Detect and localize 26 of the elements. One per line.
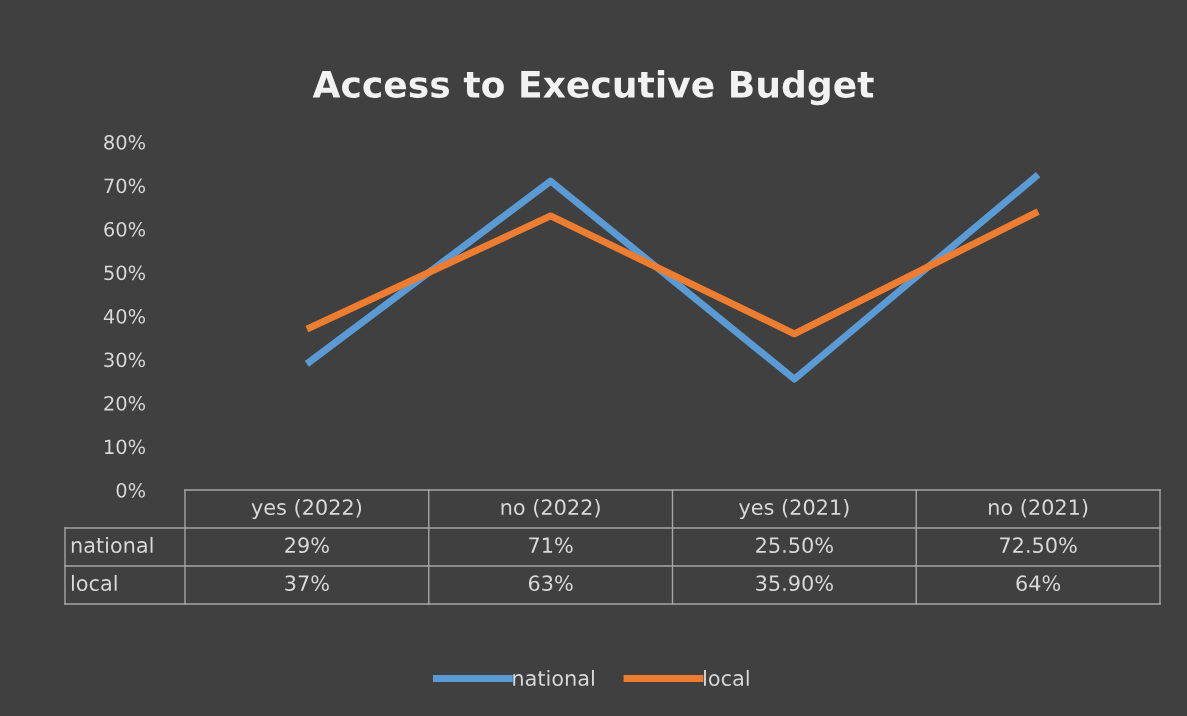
y-tick-label: 10% [105, 439, 146, 455]
data-label: 25.50% [756, 537, 833, 554]
data-label: 72.50% [1000, 537, 1077, 554]
text: national [71, 536, 153, 554]
legend-label: local [704, 669, 749, 687]
data-label: 64% [1016, 575, 1061, 592]
y-tick-label: 80% [104, 134, 146, 150]
text: local [71, 574, 117, 592]
y-tick-label: 60% [104, 221, 146, 237]
data-label: 35.90% [756, 575, 833, 592]
y-tick-label: 40% [103, 308, 146, 324]
y-tick-label: 70% [104, 178, 146, 194]
y-tick-label: 50% [104, 265, 146, 281]
x-tick-label: no (2021) [989, 498, 1088, 518]
x-tick-label: yes (2021) [739, 498, 849, 520]
y-tick-label: 30% [104, 352, 146, 368]
data-label: 63% [528, 575, 573, 592]
y-tick-label: 0% [116, 482, 146, 498]
x-tick-label: no (2022) [501, 498, 600, 518]
legend-label: national [513, 669, 594, 687]
data-label: 71% [529, 537, 573, 554]
y-tick-label: 20% [104, 395, 146, 411]
data-label: 29% [285, 537, 329, 554]
chart-title: Access to Executive Budget [312, 70, 874, 106]
x-tick-label: yes (2022) [251, 498, 362, 520]
data-label: 37% [285, 575, 329, 592]
